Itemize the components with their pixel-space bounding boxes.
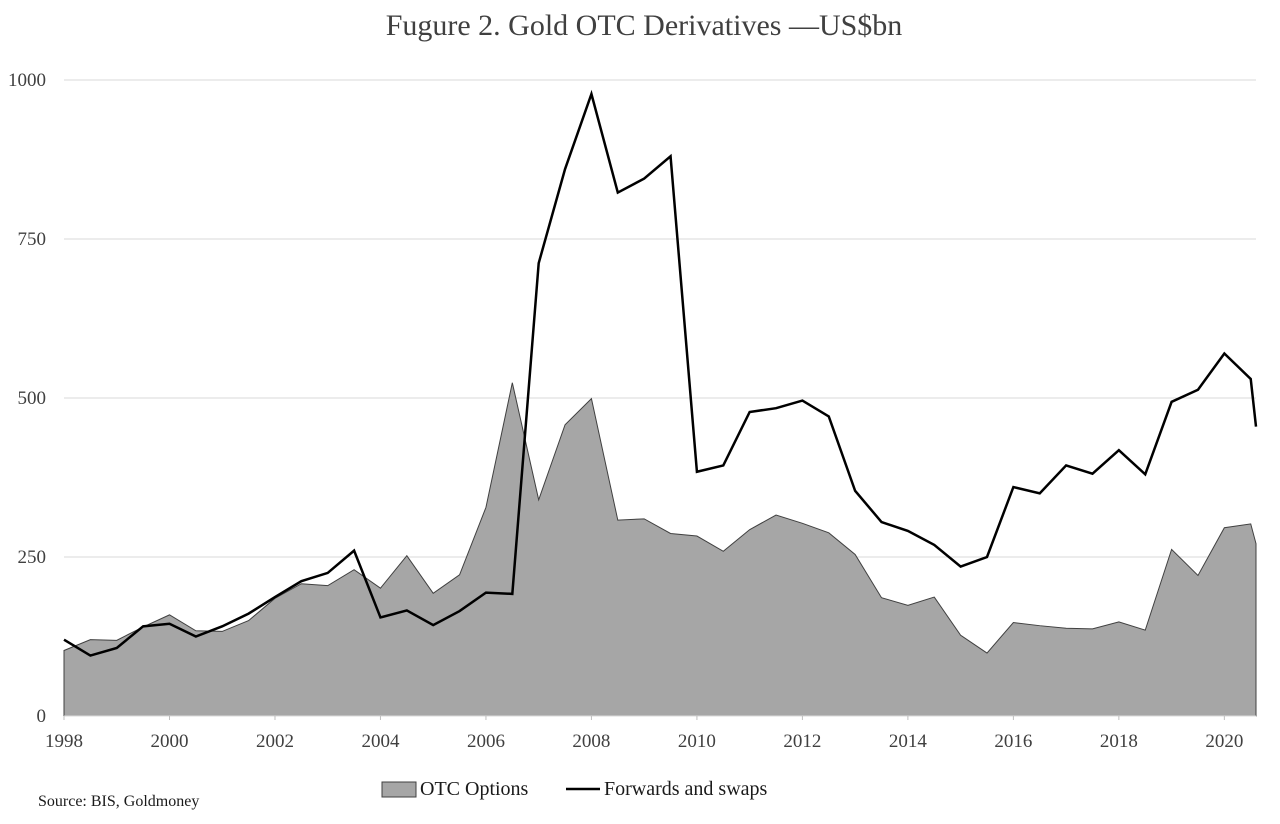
x-tick-label: 2014: [889, 731, 928, 752]
x-tick-label: 2008: [572, 731, 610, 752]
legend-label-forwards: Forwards and swaps: [604, 778, 768, 800]
x-tick-label: 2002: [256, 731, 294, 752]
series-otc-options-area: [63, 382, 1257, 717]
legend-swatch-options: [381, 781, 417, 798]
y-tick-label: 0: [37, 706, 47, 727]
y-tick-label: 750: [18, 229, 47, 250]
x-tick-label: 2012: [783, 731, 821, 752]
legend-label-options: OTC Options: [420, 778, 529, 800]
x-axis-tick-labels: 1998 2000 2002 2004 2006 2008 2010 2012 2014 2016…: [45, 731, 1243, 752]
x-tick-label: 2004: [361, 731, 400, 752]
x-tick-label: 1998: [45, 731, 83, 752]
y-tick-label: 250: [18, 547, 47, 568]
x-tick-label: 2020: [1205, 731, 1243, 752]
x-axis: [63, 715, 1256, 720]
x-tick-label: 2006: [467, 731, 505, 752]
options-area-layer: [63, 382, 1257, 717]
gridlines: [64, 79, 1256, 558]
series-forwards-and-swaps-line: [63, 89, 1258, 657]
x-tick-label: 2000: [150, 731, 188, 752]
x-tick-label: 2010: [678, 731, 716, 752]
y-axis-tick-labels: 0 250 500 750 1000: [8, 70, 46, 727]
legend: OTC Options Forwards and swaps: [381, 778, 768, 800]
forwards-line-layer: [63, 89, 1258, 657]
x-tick-label: 2018: [1100, 731, 1138, 752]
y-tick-label: 1000: [8, 70, 46, 91]
chart-title: Fugure 2. Gold OTC Derivatives —US$bn: [386, 9, 903, 42]
x-tick-label: 2016: [994, 731, 1032, 752]
y-tick-label: 500: [18, 388, 47, 409]
source-note: Source: BIS, Goldmoney: [38, 793, 199, 810]
